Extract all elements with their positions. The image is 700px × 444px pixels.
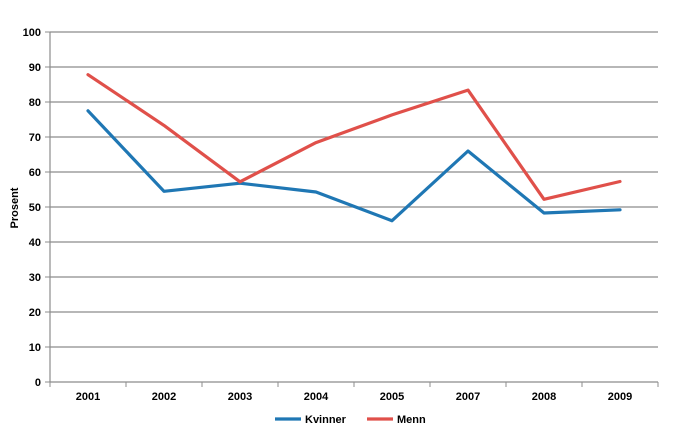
y-tick-label: 0 <box>35 377 41 389</box>
y-tick-label: 80 <box>29 97 41 109</box>
data-point-kvinner <box>542 211 546 215</box>
y-tick-labels: 0 10 20 30 40 50 60 70 80 90 100 <box>23 27 41 389</box>
x-tick-label: 2004 <box>304 391 329 403</box>
series-line-menn <box>86 73 622 201</box>
legend-label: Menn <box>397 414 426 426</box>
x-tick-labels: 2001 2002 2003 2004 2005 2007 2008 2009 <box>76 391 632 403</box>
x-tick-label: 2002 <box>152 391 176 403</box>
y-tick-label: 60 <box>29 167 41 179</box>
y-axis-label: Prosent <box>9 187 21 228</box>
data-point-menn <box>238 180 242 184</box>
data-point-menn <box>162 123 166 127</box>
data-series <box>86 73 622 223</box>
data-point-kvinner <box>618 208 622 212</box>
y-tick-label: 20 <box>29 307 41 319</box>
y-tick-label: 70 <box>29 132 41 144</box>
data-point-menn <box>466 88 470 92</box>
y-tick-label: 90 <box>29 62 41 74</box>
x-tick-label: 2009 <box>608 391 632 403</box>
data-point-kvinner <box>162 189 166 193</box>
y-tick-label: 10 <box>29 342 41 354</box>
gridlines <box>50 31 658 348</box>
y-tick-label: 30 <box>29 272 41 284</box>
x-tick-label: 2008 <box>532 391 556 403</box>
data-point-menn <box>86 73 90 77</box>
y-tick-label: 50 <box>29 202 41 214</box>
data-point-kvinner <box>314 190 318 194</box>
y-tick-label: 40 <box>29 237 41 249</box>
axes <box>45 31 659 387</box>
legend-item-kvinner: Kvinner <box>275 414 347 426</box>
y-tick-label: 100 <box>23 27 41 39</box>
legend-label: Kvinner <box>305 414 347 426</box>
x-tick-label: 2005 <box>380 391 404 403</box>
data-point-kvinner <box>86 109 90 113</box>
data-point-kvinner <box>390 219 394 223</box>
series-line-kvinner <box>86 109 622 223</box>
x-tick-label: 2007 <box>456 391 480 403</box>
data-point-kvinner <box>466 149 470 153</box>
legend: Kvinner Menn <box>275 414 426 426</box>
x-tick-label: 2003 <box>228 391 252 403</box>
x-tick-label: 2001 <box>76 391 100 403</box>
data-point-menn <box>618 179 622 183</box>
data-point-menn <box>390 113 394 117</box>
data-point-menn <box>314 141 318 145</box>
data-point-menn <box>542 197 546 201</box>
legend-item-menn: Menn <box>367 414 426 426</box>
